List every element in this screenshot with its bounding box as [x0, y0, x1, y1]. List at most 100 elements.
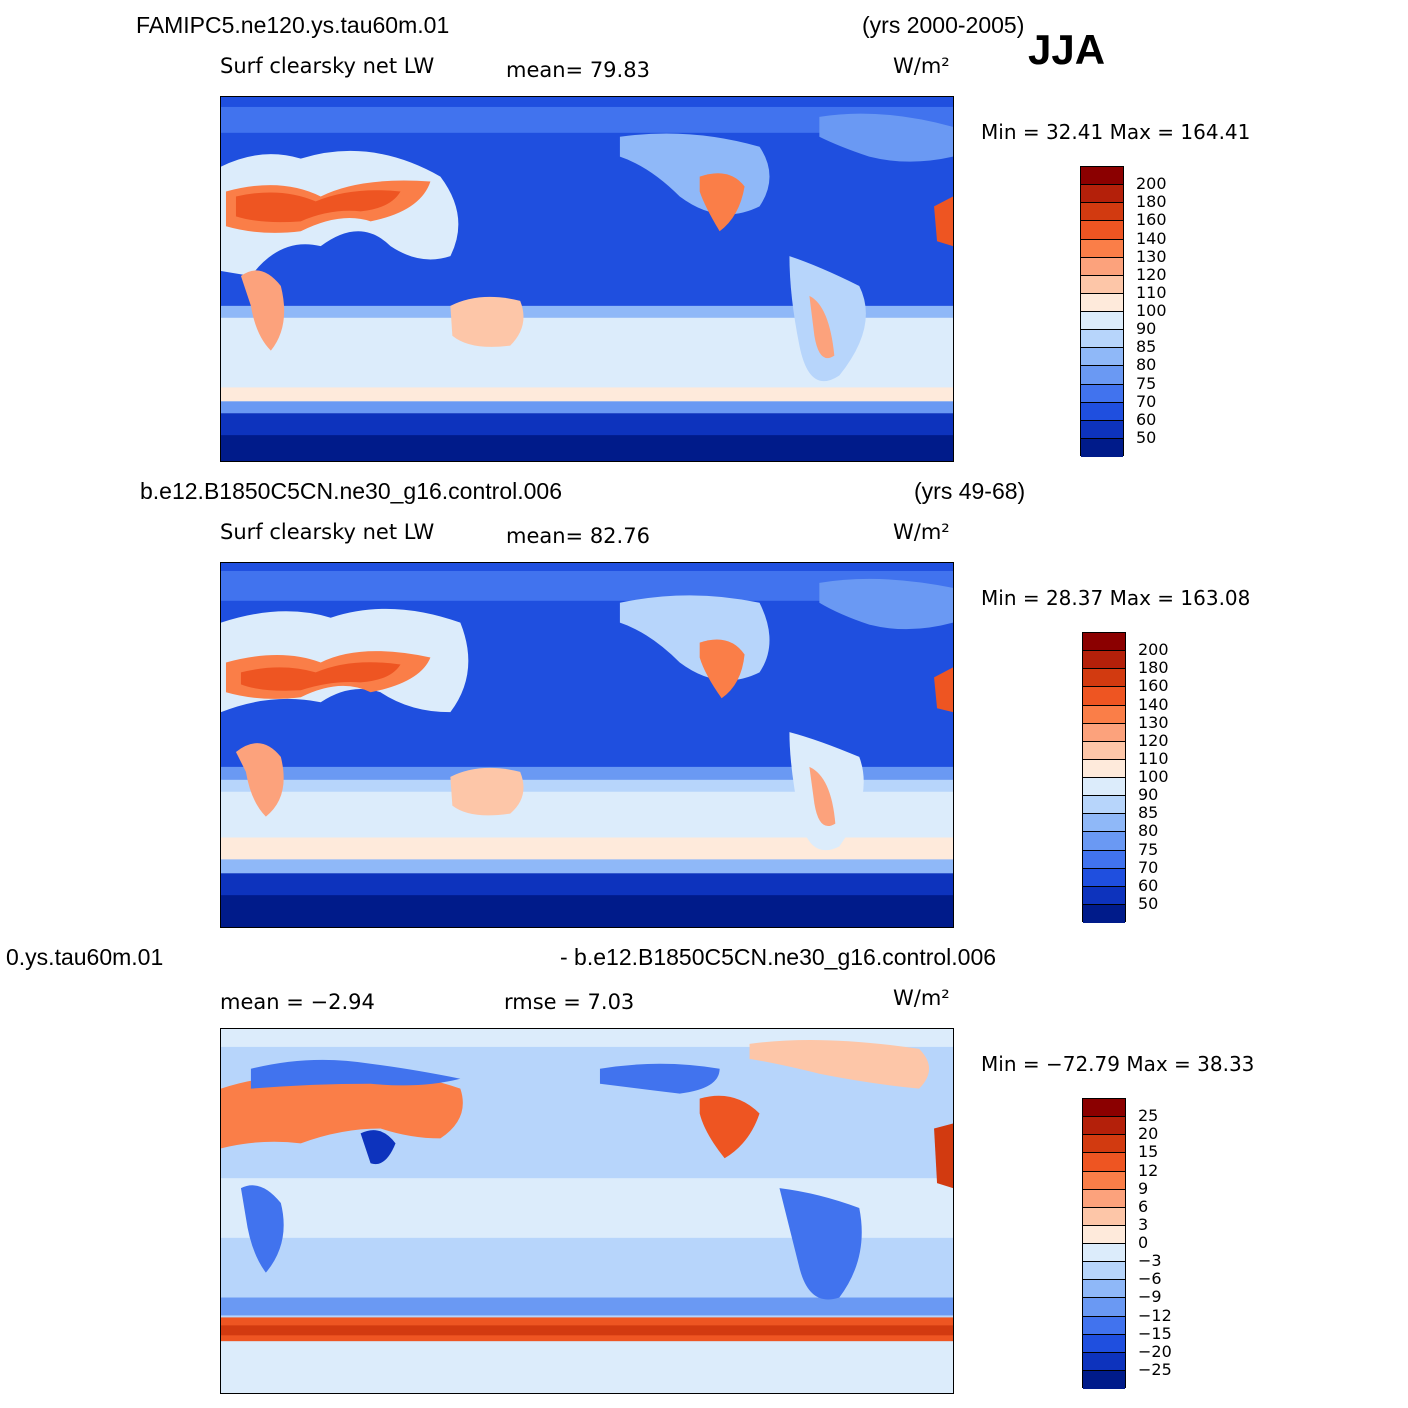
colorbar-segment	[1083, 1225, 1125, 1244]
colorbar-segment	[1081, 366, 1123, 385]
colorbar-segment	[1083, 705, 1125, 724]
colorbar-label: −25	[1138, 1359, 1172, 1379]
colorbar-segment	[1081, 348, 1123, 367]
colorbar-label: 3	[1138, 1214, 1149, 1234]
colorbar-label: 80	[1138, 821, 1159, 841]
colorbar-segment	[1083, 1189, 1125, 1208]
colorbar-segment	[1083, 1316, 1125, 1335]
panel1-years: (yrs 2000-2005)	[862, 12, 1025, 38]
colorbar-label: 15	[1138, 1142, 1159, 1162]
colorbar-label: 70	[1138, 857, 1159, 877]
colorbar-segment	[1081, 312, 1123, 331]
panel2-case-name: b.e12.B1850C5CN.ne30_g16.control.006	[140, 478, 562, 504]
colorbar-label: 110	[1138, 748, 1169, 768]
panel3-unit: W/m²	[893, 986, 950, 1010]
colorbar-segment	[1083, 1352, 1125, 1371]
colorbar-segment	[1083, 669, 1125, 688]
colorbar-segment	[1083, 651, 1125, 670]
colorbar-label: 70	[1136, 391, 1157, 411]
colorbar-segment	[1083, 1117, 1125, 1136]
colorbar-segment	[1083, 1171, 1125, 1190]
colorbar-segment	[1083, 759, 1125, 778]
colorbar-label: 120	[1136, 264, 1167, 284]
colorbar-label: 6	[1138, 1196, 1149, 1216]
colorbar-label: 0	[1138, 1233, 1149, 1252]
colorbar-label: 100	[1138, 767, 1169, 786]
panel2-mean: mean= 82.76	[506, 524, 650, 548]
colorbar-label: 85	[1136, 337, 1157, 357]
colorbar-label: 75	[1136, 373, 1157, 393]
colorbar-label: 60	[1138, 875, 1159, 895]
colorbar-segment	[1083, 633, 1125, 652]
colorbar-segment	[1081, 167, 1123, 186]
colorbar-label: 130	[1136, 246, 1167, 266]
panel1-case-name: FAMIPC5.ne120.ys.tau60m.01	[136, 12, 450, 38]
colorbar-segment	[1081, 438, 1123, 457]
colorbar-label: −12	[1138, 1305, 1172, 1325]
panel1-minmax: Min = 32.41 Max = 164.41	[981, 120, 1251, 144]
colorbar-label: 160	[1138, 676, 1169, 696]
panel3-case-name: 0.ys.tau60m.01	[6, 944, 164, 970]
panel1-colorbar	[1080, 166, 1124, 457]
panel3-minmax: Min = −72.79 Max = 38.33	[981, 1052, 1255, 1076]
colorbar-segment	[1083, 1135, 1125, 1154]
colorbar-segment	[1083, 850, 1125, 869]
colorbar-segment	[1083, 778, 1125, 797]
colorbar-label: 50	[1138, 893, 1159, 913]
colorbar-segment	[1083, 814, 1125, 833]
panel1-map	[220, 96, 954, 462]
colorbar-segment	[1083, 796, 1125, 815]
colorbar-label: 75	[1138, 839, 1159, 859]
colorbar-label: −6	[1138, 1269, 1162, 1289]
colorbar-label: 140	[1136, 228, 1167, 248]
colorbar-label: 130	[1138, 712, 1169, 732]
colorbar-segment	[1083, 723, 1125, 742]
colorbar-segment	[1081, 239, 1123, 258]
colorbar-segment	[1083, 868, 1125, 887]
colorbar-label: 200	[1138, 640, 1169, 660]
colorbar-segment	[1083, 1298, 1125, 1317]
colorbar-label: 160	[1136, 210, 1167, 230]
colorbar-label: 85	[1138, 803, 1159, 823]
colorbar-label: 9	[1138, 1178, 1149, 1198]
colorbar-segment	[1083, 904, 1125, 923]
colorbar-label: −3	[1138, 1251, 1162, 1271]
colorbar-label: 110	[1136, 282, 1167, 302]
colorbar-label: 60	[1136, 409, 1157, 429]
colorbar-segment	[1081, 221, 1123, 240]
panel2-map	[220, 562, 954, 928]
colorbar-label: −9	[1138, 1287, 1162, 1307]
colorbar-segment	[1081, 384, 1123, 403]
colorbar-segment	[1083, 1099, 1125, 1118]
colorbar-segment	[1083, 1280, 1125, 1299]
colorbar-label: 200	[1136, 174, 1167, 194]
colorbar-segment	[1081, 402, 1123, 421]
panel3-map	[220, 1028, 954, 1394]
colorbar-segment	[1083, 1334, 1125, 1353]
colorbar-label: 140	[1138, 694, 1169, 714]
panel2-years: (yrs 49-68)	[914, 478, 1026, 504]
colorbar-label: 180	[1138, 658, 1169, 678]
colorbar-label: −20	[1138, 1341, 1172, 1361]
colorbar-segment	[1083, 1262, 1125, 1281]
panel2-unit: W/m²	[893, 520, 950, 544]
panel1-unit: W/m²	[893, 54, 950, 78]
colorbar-label: 20	[1138, 1124, 1159, 1144]
panel3-mean: mean = −2.94	[220, 990, 375, 1014]
colorbar-segment	[1081, 293, 1123, 312]
panel2-variable: Surf clearsky net LW	[220, 520, 435, 544]
panel3-colorbar	[1082, 1098, 1126, 1389]
colorbar-segment	[1083, 1207, 1125, 1226]
panel1-variable: Surf clearsky net LW	[220, 54, 435, 78]
colorbar-segment	[1083, 886, 1125, 905]
colorbar-label: 25	[1138, 1106, 1159, 1126]
colorbar-segment	[1083, 687, 1125, 706]
colorbar-label: 180	[1136, 192, 1167, 212]
panel2-minmax: Min = 28.37 Max = 163.08	[981, 586, 1251, 610]
colorbar-segment	[1083, 832, 1125, 851]
colorbar-segment	[1081, 185, 1123, 204]
colorbar-segment	[1083, 1244, 1125, 1263]
colorbar-segment	[1081, 330, 1123, 349]
colorbar-label: 120	[1138, 730, 1169, 750]
colorbar-label: 50	[1136, 427, 1157, 447]
